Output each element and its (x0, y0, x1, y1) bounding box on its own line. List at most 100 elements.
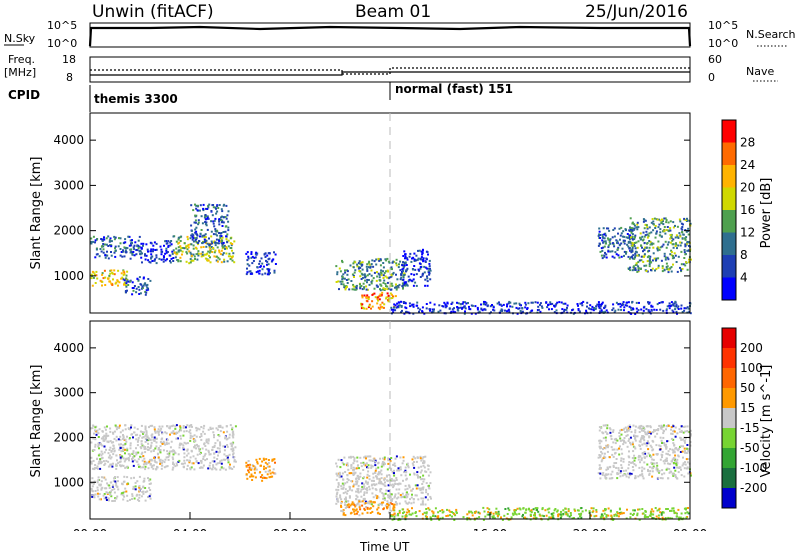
echo-cell (514, 512, 517, 515)
echo-cell (613, 438, 616, 441)
echo-cell (358, 467, 360, 470)
echo-cell (107, 499, 110, 502)
echo-cell (599, 250, 602, 253)
echo-cell (393, 306, 395, 309)
echo-cell (370, 465, 373, 468)
echo-cell (684, 425, 687, 428)
echo-cell (96, 492, 99, 495)
echo-cell (412, 455, 415, 458)
echo-cell (422, 462, 424, 464)
echo-cell (224, 458, 227, 461)
echo-cell (267, 459, 270, 461)
echo-cell (141, 252, 143, 255)
echo-cell (595, 509, 598, 511)
echo-cell (400, 273, 403, 276)
echo-cell (188, 262, 191, 265)
echo-cell (141, 431, 144, 434)
echo-cell (197, 221, 200, 224)
echo-cell (170, 440, 173, 443)
echo-cell (105, 432, 108, 435)
echo-cell (379, 513, 381, 515)
echo-cell (123, 475, 126, 478)
echo-cell (167, 245, 170, 248)
echo-cell (672, 509, 675, 512)
echo-cell (422, 480, 425, 483)
echo-cell (402, 512, 404, 515)
echo-cell (136, 480, 139, 483)
echo-cell (390, 467, 393, 470)
echo-cell (634, 250, 637, 253)
echo-cell (113, 269, 116, 272)
echo-cell (352, 462, 355, 465)
echo-cell (178, 444, 181, 446)
echo-cell (138, 486, 141, 489)
echo-cell (605, 253, 608, 256)
echo-cell (138, 496, 141, 499)
echo-cell (341, 472, 344, 475)
echo-cell (677, 244, 680, 247)
echo-cell (100, 498, 102, 501)
echo-cell (360, 465, 363, 468)
echo-cell (625, 469, 628, 472)
echo-cell (375, 258, 378, 261)
echo-cell (415, 487, 418, 490)
echo-cell (227, 226, 230, 229)
echo-cell (230, 247, 233, 249)
echo-cell (418, 249, 421, 252)
echo-cell (224, 468, 227, 471)
echo-cell (670, 233, 673, 236)
echo-cell (194, 214, 197, 217)
echo-cell (643, 451, 646, 453)
echo-cell (656, 218, 659, 221)
echo-cell (422, 456, 425, 459)
echo-cell (427, 474, 430, 477)
echo-cell (622, 469, 625, 472)
echo-cell (626, 233, 629, 235)
echo-cell (191, 425, 193, 428)
echo-cell (393, 512, 396, 515)
echo-cell (374, 296, 377, 299)
echo-cell (109, 446, 112, 449)
echo-cell (610, 446, 613, 449)
echo-cell (422, 258, 425, 261)
nave-label: Nave (746, 65, 775, 78)
echo-cell (357, 489, 360, 492)
echo-cell (363, 497, 366, 500)
echo-cell (403, 274, 406, 276)
echo-cell (560, 510, 562, 513)
echo-cell (627, 255, 630, 258)
echo-cell (268, 273, 270, 276)
echo-cell (676, 466, 679, 469)
echo-cell (626, 445, 629, 448)
echo-cell (359, 508, 362, 511)
echo-cell (667, 241, 670, 244)
echo-cell (394, 493, 397, 496)
echo-cell (111, 485, 114, 488)
echo-cell (441, 509, 444, 511)
echo-cell (637, 265, 640, 268)
echo-cell (207, 428, 210, 431)
echo-cell (109, 457, 112, 460)
echo-cell (478, 512, 481, 515)
echo-cell (672, 246, 675, 249)
echo-cell (367, 500, 370, 503)
echo-cell (422, 474, 425, 477)
echo-cell (156, 430, 159, 433)
echo-cell (231, 442, 234, 445)
echo-cell (210, 240, 213, 243)
echo-cell (617, 469, 620, 472)
echo-cell (199, 451, 202, 454)
echo-cell (366, 487, 368, 490)
echo-cell (643, 242, 646, 244)
echo-cell (111, 447, 114, 450)
echo-cell (647, 516, 649, 518)
echo-cell (222, 204, 225, 207)
echo-cell (603, 455, 606, 458)
echo-cell (627, 463, 630, 466)
echo-cell (150, 242, 153, 245)
echo-cell (91, 494, 94, 497)
echo-cell (204, 445, 207, 447)
echo-cell (449, 510, 452, 513)
echo-cell (213, 219, 216, 222)
echo-cell (342, 283, 345, 286)
